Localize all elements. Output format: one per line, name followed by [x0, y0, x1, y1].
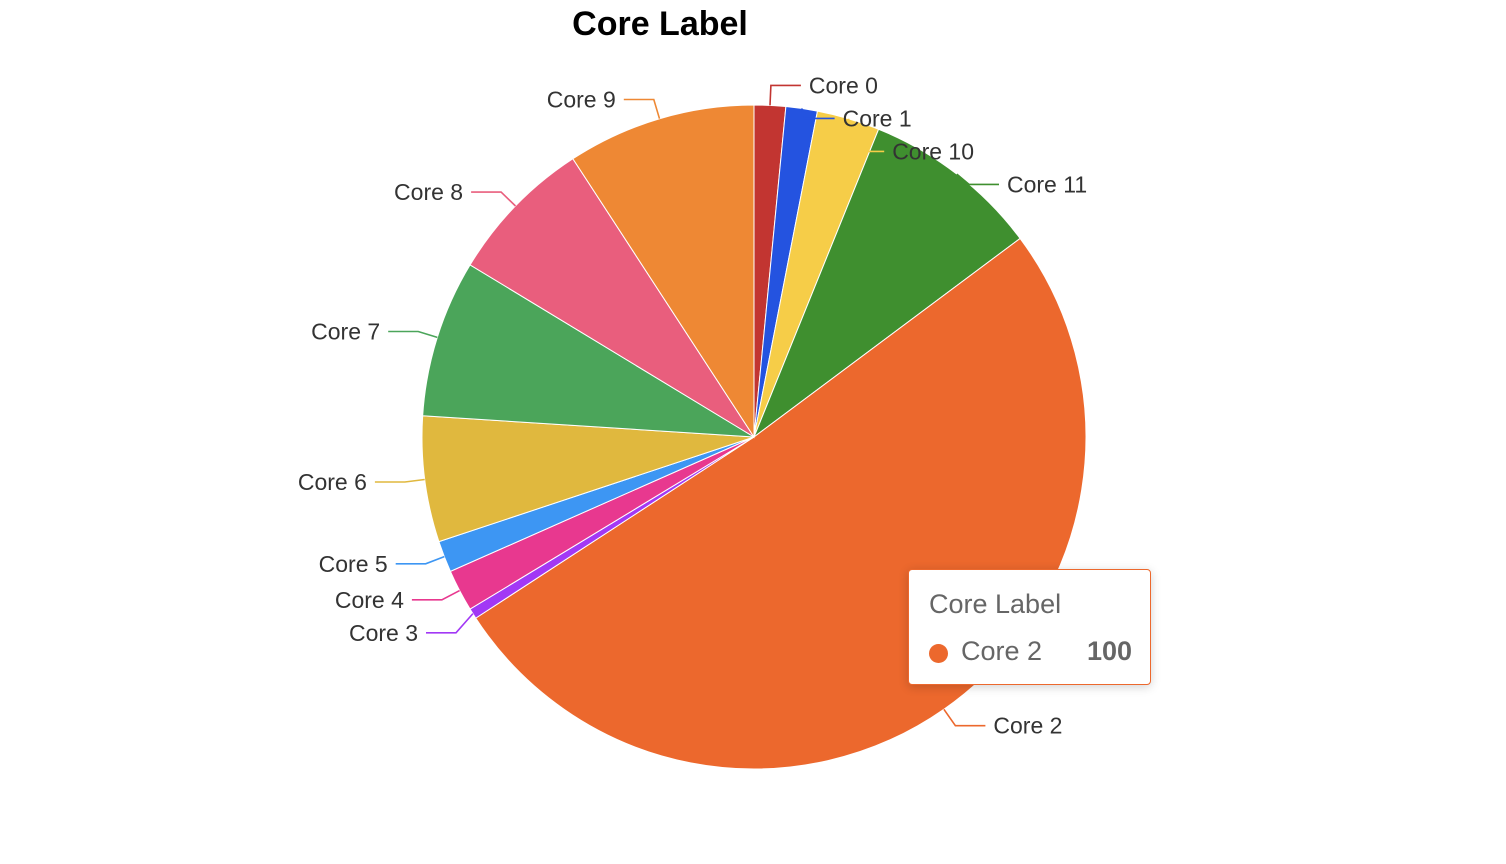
- slice-label-core-1: Core 1: [843, 105, 912, 131]
- tooltip-row: Core 2 100: [929, 636, 1132, 670]
- chart-tooltip: Core Label Core 2 100: [908, 569, 1151, 685]
- pie-slices: [421, 104, 1087, 770]
- leader-line-core-2: [943, 708, 986, 727]
- leader-line-core-0: [769, 84, 801, 106]
- slice-label-core-10: Core 10: [892, 138, 974, 164]
- slice-label-core-4: Core 4: [335, 587, 404, 613]
- leader-line-core-5: [395, 555, 445, 565]
- slice-label-core-8: Core 8: [394, 179, 463, 205]
- slice-label-core-2: Core 2: [993, 713, 1062, 739]
- tooltip-series-name: Core 2: [961, 636, 1043, 666]
- leader-line-core-9: [623, 98, 661, 119]
- leader-line-core-1: [800, 108, 835, 120]
- slice-label-core-0: Core 0: [809, 72, 878, 98]
- slice-label-core-3: Core 3: [349, 620, 418, 646]
- chart-title: Core Label: [572, 5, 748, 43]
- label-leader-lines: [374, 84, 999, 727]
- leader-line-core-7: [388, 330, 438, 339]
- leader-line-core-3: [426, 613, 474, 634]
- leader-line-core-8: [471, 191, 517, 207]
- tooltip-title: Core Label: [929, 589, 1062, 619]
- leader-line-core-10: [847, 118, 885, 153]
- slice-label-core-5: Core 5: [319, 551, 388, 577]
- pie-slice-core-8[interactable]: [469, 158, 755, 438]
- slice-label-core-9: Core 9: [547, 87, 616, 113]
- pie-slice-core-7[interactable]: [422, 264, 755, 438]
- tooltip-color-dot-icon: [929, 644, 948, 663]
- pie-slice-core-9[interactable]: [572, 104, 755, 439]
- tooltip-value: 100: [1086, 636, 1132, 666]
- slice-label-core-7: Core 7: [311, 319, 380, 345]
- pie-slice-core-6[interactable]: [421, 415, 755, 543]
- slice-label-core-6: Core 6: [298, 469, 367, 495]
- leader-line-core-4: [411, 589, 460, 601]
- leader-line-core-11: [956, 173, 999, 186]
- slice-labels: Core 0 Core 1 Core 10 Core 11 Core 2 Core 3 Co…: [298, 72, 1087, 738]
- leader-line-core-6: [374, 478, 425, 483]
- slice-label-core-11: Core 11: [1007, 171, 1087, 197]
